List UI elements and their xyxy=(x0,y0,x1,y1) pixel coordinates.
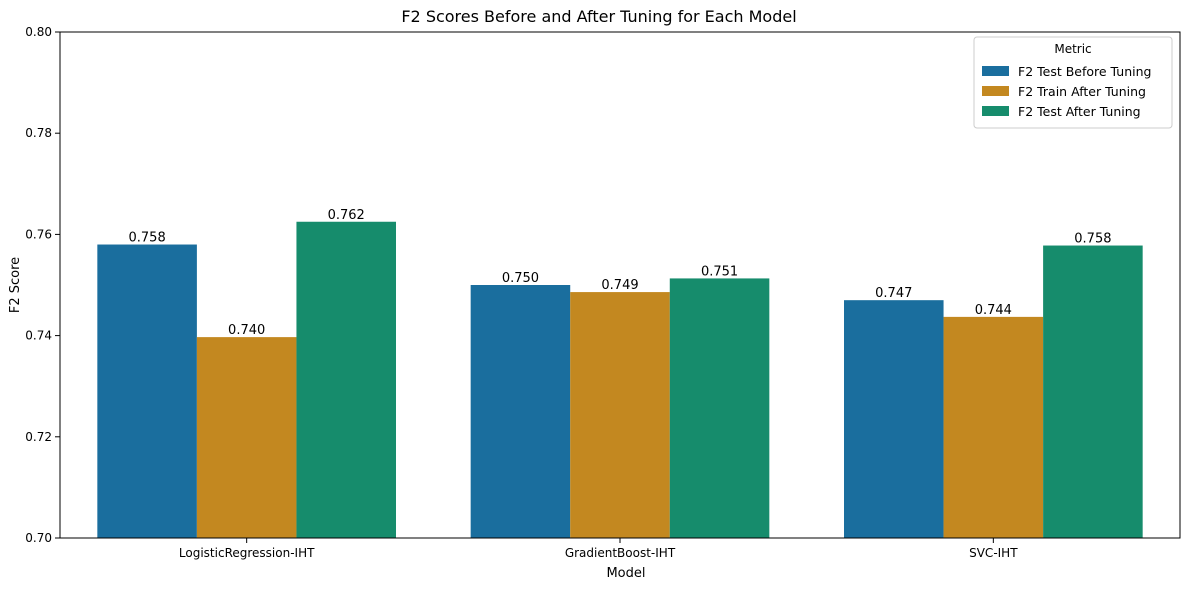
y-tick-label: 0.78 xyxy=(25,126,52,140)
bar xyxy=(296,221,396,538)
data-label: 0.758 xyxy=(129,231,166,246)
x-tick-label: LogisticRegression-IHT xyxy=(179,546,315,560)
bar xyxy=(97,244,197,538)
bar xyxy=(570,292,670,538)
y-tick-label: 0.80 xyxy=(25,25,52,39)
data-label: 0.762 xyxy=(328,208,365,223)
legend-swatch xyxy=(982,86,1009,96)
plot-frame xyxy=(59,31,1181,539)
axes-layer: LogisticRegression-IHT GradientBoost-IHT S… xyxy=(25,25,1181,560)
legend-frame xyxy=(973,36,1173,129)
bar xyxy=(943,316,1044,538)
y-tick-label: 0.76 xyxy=(25,227,52,241)
bar xyxy=(196,337,297,538)
legend-swatch xyxy=(982,106,1009,116)
y-axis-label: F2 Score xyxy=(8,257,23,313)
legend: Metric F2 Test Before Tuning F2 Train Aft… xyxy=(973,36,1173,129)
x-axis-label: Model xyxy=(606,566,645,581)
bar xyxy=(1043,245,1143,539)
legend-label: F2 Test Before Tuning xyxy=(1018,64,1151,79)
legend-title: Metric xyxy=(1054,42,1091,56)
data-label: 0.749 xyxy=(601,278,638,293)
x-tick-label: GradientBoost-IHT xyxy=(565,546,676,560)
bar xyxy=(470,285,571,538)
legend-label: F2 Test After Tuning xyxy=(1018,104,1141,119)
data-label: 0.758 xyxy=(1074,232,1111,247)
data-label: 0.750 xyxy=(502,271,539,286)
y-tick-label: 0.72 xyxy=(25,430,52,444)
bar xyxy=(844,300,944,538)
legend-swatch xyxy=(982,66,1009,76)
bar xyxy=(669,278,770,538)
y-tick-label: 0.70 xyxy=(25,531,52,545)
data-labels-layer: 0.758 0.740 0.762 0.750 0.749 0.751 0.747 0.744… xyxy=(129,208,1112,338)
data-label: 0.744 xyxy=(975,303,1012,318)
legend-items: F2 Test Before Tuning F2 Train After Tuni… xyxy=(982,64,1151,119)
y-tick-label: 0.74 xyxy=(25,329,52,343)
chart-title: F2 Scores Before and After Tuning for Ea… xyxy=(401,7,796,26)
x-tick-label: SVC-IHT xyxy=(969,546,1018,560)
bars-layer xyxy=(97,221,1143,539)
data-label: 0.751 xyxy=(701,264,738,279)
data-label: 0.747 xyxy=(875,286,912,301)
legend-label: F2 Train After Tuning xyxy=(1018,84,1146,99)
data-label: 0.740 xyxy=(228,323,265,338)
